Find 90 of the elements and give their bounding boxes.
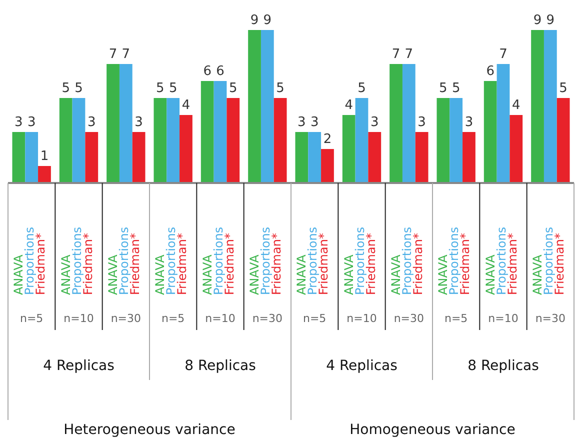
bar bbox=[484, 81, 497, 183]
bar bbox=[355, 98, 368, 183]
text: Heterogeneous variance bbox=[64, 422, 236, 438]
data-label: 3 bbox=[418, 115, 426, 130]
data-label: 1 bbox=[40, 149, 49, 164]
bar bbox=[248, 30, 261, 183]
x-tick-label: n=5 bbox=[161, 312, 185, 325]
bar bbox=[531, 30, 544, 183]
data-label: 3 bbox=[27, 115, 36, 130]
data-label: 6 bbox=[486, 64, 494, 79]
data-label: 9 bbox=[263, 13, 272, 28]
x-tick-label: n=30 bbox=[394, 312, 424, 325]
bar bbox=[402, 64, 416, 183]
data-label: 3 bbox=[88, 115, 96, 130]
data-label: 3 bbox=[134, 115, 143, 130]
data-label: 4 bbox=[182, 98, 190, 113]
bar bbox=[450, 98, 463, 183]
text: 8 Replicas bbox=[184, 358, 256, 374]
data-label: 4 bbox=[512, 98, 520, 113]
x-tick-label: n=5 bbox=[444, 312, 468, 325]
x-tick-label: n=10 bbox=[488, 312, 518, 325]
data-label: 5 bbox=[452, 81, 460, 96]
x-tick-label: n=10 bbox=[64, 312, 94, 325]
bar bbox=[226, 98, 240, 183]
data-label: 7 bbox=[122, 47, 130, 62]
data-label: 7 bbox=[404, 47, 414, 62]
data-label: 7 bbox=[108, 47, 118, 62]
text: 4 Replicas bbox=[326, 358, 398, 374]
x-tick-label: n=30 bbox=[535, 312, 566, 325]
data-label: 3 bbox=[310, 115, 319, 130]
bar bbox=[38, 166, 51, 183]
bar bbox=[12, 132, 26, 183]
data-label: 5 bbox=[559, 81, 568, 96]
bar bbox=[85, 132, 98, 183]
data-label: 3 bbox=[370, 115, 379, 130]
text: 8 Replicas bbox=[468, 358, 539, 374]
data-label: 6 bbox=[203, 64, 212, 79]
x-tick-label: n=5 bbox=[302, 312, 326, 325]
bar bbox=[308, 132, 322, 183]
data-label: 7 bbox=[499, 47, 508, 62]
data-label: 5 bbox=[358, 81, 366, 96]
bar bbox=[132, 132, 146, 183]
x-tick-label: n=30 bbox=[110, 312, 142, 325]
bar bbox=[496, 64, 510, 183]
data-label: 3 bbox=[298, 115, 306, 130]
data-label: 5 bbox=[156, 81, 164, 96]
text: Homogeneous variance bbox=[350, 422, 516, 438]
data-label: 3 bbox=[14, 115, 23, 130]
data-label: 5 bbox=[74, 81, 83, 96]
data-label: 6 bbox=[216, 64, 224, 79]
bar bbox=[180, 115, 192, 183]
data-label: 3 bbox=[464, 115, 474, 130]
bar bbox=[214, 81, 227, 183]
bar bbox=[72, 98, 86, 183]
bar bbox=[544, 30, 557, 183]
data-label: 9 bbox=[546, 13, 555, 28]
data-label: 5 bbox=[439, 81, 448, 96]
data-label: 2 bbox=[323, 132, 332, 147]
bar bbox=[342, 115, 356, 183]
bar bbox=[510, 115, 523, 183]
data-label: 7 bbox=[392, 47, 400, 62]
bar bbox=[415, 132, 428, 183]
bar bbox=[200, 81, 214, 183]
bar bbox=[462, 132, 476, 183]
bar bbox=[556, 98, 570, 183]
data-label: 5 bbox=[229, 81, 238, 96]
bar bbox=[119, 64, 132, 183]
x-tick-label: n=10 bbox=[346, 312, 377, 325]
bar bbox=[25, 132, 38, 183]
data-label: 4 bbox=[344, 98, 353, 113]
data-label: 9 bbox=[533, 13, 542, 28]
text: 4 Replicas bbox=[43, 358, 114, 374]
data-label: 5 bbox=[62, 81, 70, 96]
bar bbox=[274, 98, 287, 183]
bar bbox=[59, 98, 72, 183]
bar bbox=[390, 64, 402, 183]
bar bbox=[436, 98, 450, 183]
data-label: 9 bbox=[250, 13, 259, 28]
bar bbox=[154, 98, 167, 183]
bar bbox=[295, 132, 308, 183]
x-tick-label: n=5 bbox=[20, 312, 44, 325]
x-tick-label: n=30 bbox=[252, 312, 283, 325]
bar bbox=[260, 30, 274, 183]
bar bbox=[368, 132, 382, 183]
data-label: 5 bbox=[276, 81, 284, 96]
bar bbox=[321, 149, 334, 183]
x-tick-label: n=10 bbox=[205, 312, 236, 325]
bar bbox=[166, 98, 180, 183]
data-label: 5 bbox=[168, 81, 178, 96]
bar bbox=[106, 64, 120, 183]
